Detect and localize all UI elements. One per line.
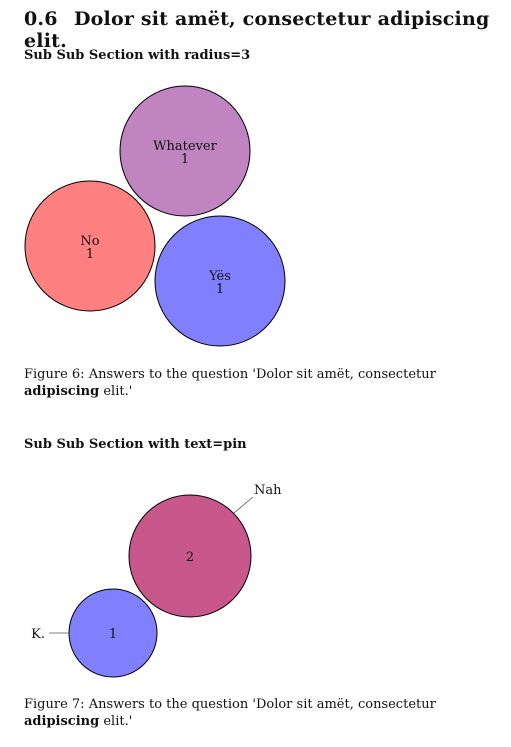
bubble-yes-label: Yës xyxy=(208,269,231,284)
figure-7-caption: Figure 7: Answers to the question 'Dolor… xyxy=(24,696,502,730)
bubble-no-label: No xyxy=(80,234,99,249)
bubble-yes: Yës 1 xyxy=(154,215,286,347)
figure-6-caption-end: elit.' xyxy=(103,384,133,399)
figure-7-caption-end: elit.' xyxy=(103,714,133,729)
section-number: 0.6 xyxy=(24,8,58,30)
bubble-no-circle xyxy=(24,180,156,312)
section-title-text: Dolor sit amët, consectetur adipiscing e… xyxy=(24,8,490,52)
bubble-yes-circle xyxy=(154,215,286,347)
figure-7-caption-text: Answers to the question 'Dolor sit amët,… xyxy=(88,697,436,712)
bubble-whatever: Whatever 1 xyxy=(119,85,251,217)
figure-7-caption-bold: adipiscing xyxy=(24,714,100,729)
figure-6-caption-prefix: Figure 6: xyxy=(24,367,85,382)
bubble-k: 1 K. xyxy=(31,588,158,678)
section-title: 0.6 Dolor sit amët, consectetur adipiscin… xyxy=(24,8,511,52)
figure-6-caption: Figure 6: Answers to the question 'Dolor… xyxy=(24,366,502,400)
bubble-nah-value: 2 xyxy=(186,550,194,565)
bubble-whatever-circle xyxy=(119,85,251,217)
pin-line-nah xyxy=(233,496,254,514)
subsubsection-title-2: Sub Sub Section with text=pin xyxy=(24,437,247,452)
bubble-k-label: K. xyxy=(31,627,45,642)
bubble-nah: 2 Nah xyxy=(128,483,282,618)
figure-7-bubbles: 2 Nah 1 K. xyxy=(31,483,282,678)
bubble-yes-value: 1 xyxy=(216,282,224,297)
figure-6-bubbles: Whatever 1 No 1 Yës 1 xyxy=(24,85,286,347)
figure-6-caption-text: Answers to the question 'Dolor sit amët,… xyxy=(88,367,436,382)
bubble-no: No 1 xyxy=(24,180,156,312)
bubble-whatever-label: Whatever xyxy=(153,139,217,154)
figure-6-caption-bold: adipiscing xyxy=(24,384,100,399)
subsubsection-title-1: Sub Sub Section with radius=3 xyxy=(24,48,251,63)
figure-7-caption-prefix: Figure 7: xyxy=(24,697,85,712)
bubble-k-value: 1 xyxy=(109,627,117,642)
bubble-nah-label: Nah xyxy=(254,483,282,498)
bubble-whatever-value: 1 xyxy=(181,152,189,167)
bubble-nah-circle xyxy=(128,494,252,618)
bubble-no-value: 1 xyxy=(86,247,94,262)
